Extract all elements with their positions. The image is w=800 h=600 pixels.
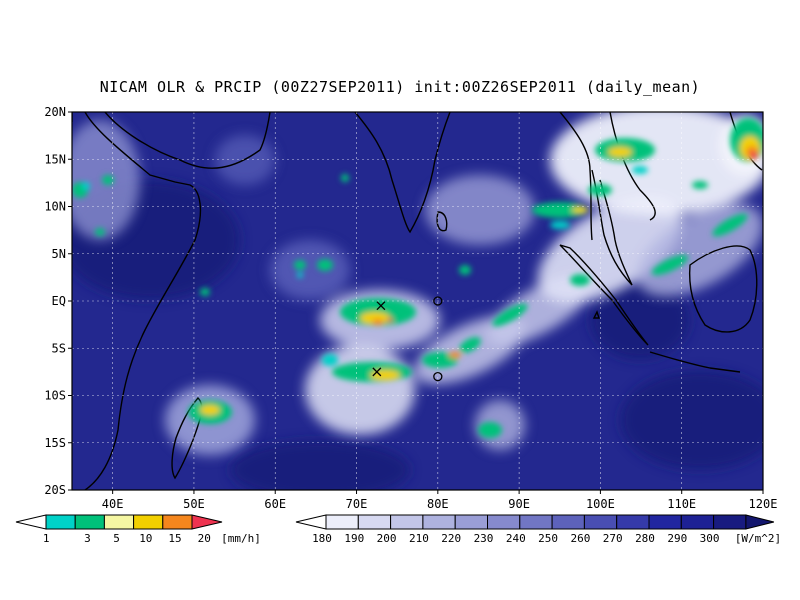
x-tick-label: 40E [102,497,124,511]
olr-colorbar-arrow-left [295,514,327,530]
precip-areas [72,118,763,438]
olr-colorbar-swatch [616,514,650,530]
y-tick-label: 10S [44,389,66,403]
olr-colorbar-label: 300 [700,532,720,545]
olr-colorbar-label: 220 [441,532,461,545]
precip-colorbar-swatch [74,514,105,530]
olr-colorbar: 180 190 200 210 220 230 240 250 260 270 280 290 300 [… [295,514,781,545]
olr-colorbar-swatch [680,514,715,530]
precip-colorbar-label: 20 [198,532,211,545]
olr-colorbar-swatch [519,514,553,530]
colorbars: 1 3 5 10 15 20 [mm/h] 180 190 200 210 220 230 240 250 2… [15,514,781,545]
olr-colorbar-label: 230 [474,532,494,545]
storm-x-marker [376,301,386,311]
y-tick-label: 10N [44,200,66,214]
olr-colorbar-label: 190 [344,532,364,545]
y-tick-label: 15N [44,152,66,166]
olr-colorbar-swatch [583,514,618,530]
precip-colorbar-label: 5 [113,532,120,545]
olr-colorbar-label: 210 [409,532,429,545]
x-tick-label: 50E [183,497,205,511]
precip-colorbar-unit: [mm/h] [221,532,261,545]
olr-colorbar-label: 180 [312,532,332,545]
x-tick-label: 100E [586,497,615,511]
precip-colorbar-swatch [45,514,76,530]
olr-colorbar-swatch [713,514,747,530]
x-tick-label: 80E [427,497,449,511]
storm-circle-marker [433,296,443,306]
y-tick-label: 5S [52,341,66,355]
y-tick-label: 15S [44,436,66,450]
olr-colorbar-swatch [357,514,392,530]
precip-colorbar-label: 3 [84,532,91,545]
storm-circle-marker [433,371,443,382]
olr-colorbar-label: 250 [538,532,558,545]
precip-colorbar-label: 10 [139,532,152,545]
precip-colorbar-label: 1 [43,532,50,545]
precip-colorbar: 1 3 5 10 15 20 [mm/h] [15,514,261,545]
olr-colorbar-arrow-right [745,514,775,530]
precip-colorbar-swatch [103,514,135,530]
x-tick-label: 120E [749,497,778,511]
olr-colorbar-swatch [551,514,585,530]
axis-ticks: 20N 15N 10N 5N EQ 5S 10S 15S 20S 40E 50E 60E 70E 80E 9… [44,105,777,511]
olr-colorbar-label: 270 [603,532,623,545]
olr-colorbar-swatch [325,514,359,530]
precip-colorbar-swatch [162,514,193,530]
x-tick-label: 110E [667,497,696,511]
storm-x-marker [372,367,382,377]
precip-colorbar-arrow-right [191,514,223,530]
olr-colorbar-swatch [390,514,424,530]
y-tick-label: 20S [44,483,66,497]
y-tick-label: 5N [52,247,66,261]
map-title: NICAM OLR & PRCIP (00Z27SEP2011) init:00… [99,78,701,96]
x-tick-label: 70E [346,497,368,511]
olr-colorbar-swatch [422,514,456,530]
y-tick-label: 20N [44,105,66,119]
olr-colorbar-swatch [454,514,489,530]
olr-colorbar-unit: [W/m^2] [735,532,781,545]
olr-colorbar-label: 280 [635,532,655,545]
precip-colorbar-label: 15 [168,532,181,545]
olr-colorbar-label: 240 [506,532,526,545]
olr-colorbar-swatch [648,514,682,530]
olr-colorbar-swatch [487,514,521,530]
x-tick-label: 90E [508,497,530,511]
x-tick-label: 60E [264,497,286,511]
map-gridlines [72,112,763,490]
storm-markers [372,296,443,382]
olr-colorbar-label: 200 [377,532,397,545]
olr-colorbar-label: 290 [667,532,687,545]
precip-colorbar-arrow-left [15,514,47,530]
y-tick-label: EQ [52,294,66,308]
olr-colorbar-label: 260 [570,532,590,545]
precip-colorbar-swatch [133,514,164,530]
